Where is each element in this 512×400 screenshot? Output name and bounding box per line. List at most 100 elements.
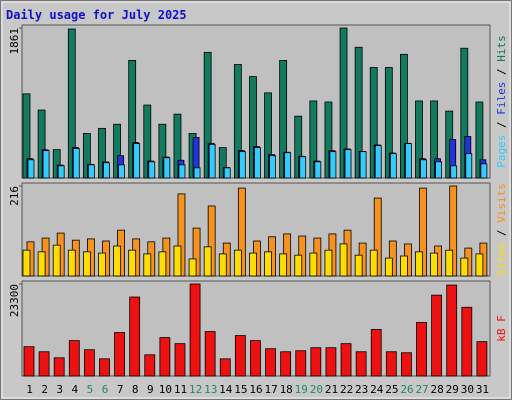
- legend-entry: Pages: [495, 135, 508, 168]
- bar: [369, 67, 378, 179]
- bar: [339, 27, 348, 179]
- bar: [37, 109, 46, 179]
- bar: [369, 249, 378, 277]
- x-tick-label: 30: [461, 383, 474, 396]
- bar: [384, 67, 393, 179]
- chart-title: Daily usage for July 2025: [6, 8, 187, 22]
- bar: [203, 51, 212, 179]
- bar: [430, 100, 439, 179]
- bar: [159, 337, 171, 377]
- bar: [177, 193, 186, 277]
- bar: [233, 64, 242, 179]
- x-tick-label: 14: [219, 383, 233, 396]
- bar: [37, 251, 46, 277]
- bar: [234, 335, 246, 377]
- bar: [359, 151, 367, 179]
- bar: [143, 253, 152, 277]
- bar: [445, 249, 454, 277]
- bar: [98, 127, 106, 179]
- bar: [279, 60, 288, 179]
- bar: [204, 331, 216, 377]
- bar: [144, 354, 156, 377]
- bar: [294, 254, 303, 277]
- x-tick-label: 9: [147, 383, 154, 396]
- bar: [374, 145, 382, 179]
- legend-separator: /: [495, 115, 508, 135]
- bar: [460, 47, 469, 179]
- x-tick-label: 16: [249, 383, 262, 396]
- x-tick-label: 7: [117, 383, 124, 396]
- bar: [237, 187, 246, 277]
- bar: [114, 332, 125, 377]
- bar: [420, 159, 427, 179]
- bar: [173, 245, 182, 277]
- legend-entry: Visits: [495, 183, 508, 223]
- legend-entry: Files: [495, 82, 508, 115]
- bar: [265, 348, 276, 377]
- x-tick-label: 28: [431, 383, 444, 396]
- x-tick-label: 20: [310, 383, 323, 396]
- bar: [158, 251, 167, 277]
- y-tick-label: 23300: [8, 284, 21, 317]
- bar: [354, 254, 363, 277]
- bar: [82, 133, 91, 179]
- x-tick-label: 13: [204, 383, 217, 396]
- bar: [192, 227, 201, 277]
- bar: [299, 156, 307, 179]
- bar: [324, 249, 333, 277]
- bar: [99, 358, 110, 377]
- bar: [128, 249, 137, 277]
- x-tick-label: 25: [385, 383, 398, 396]
- x-tick-label: 24: [370, 383, 384, 396]
- bar: [233, 249, 242, 277]
- legend-entry: Sites: [495, 243, 508, 276]
- bar: [174, 343, 186, 377]
- bar: [113, 245, 121, 277]
- y-tick-label: 216: [8, 186, 21, 206]
- bar: [203, 246, 212, 277]
- x-tick-label: 3: [56, 383, 63, 396]
- bar: [430, 252, 439, 277]
- bar: [208, 144, 216, 179]
- bar: [249, 76, 257, 179]
- bar: [419, 187, 427, 277]
- x-tick-label: 8: [132, 383, 139, 396]
- x-tick-label: 5: [87, 383, 94, 396]
- x-tick-label: 1: [26, 383, 33, 396]
- x-tick-label: 21: [325, 383, 338, 396]
- bar: [218, 253, 227, 277]
- bar: [254, 147, 261, 179]
- bar: [264, 92, 272, 179]
- x-tick-label: 2: [41, 383, 48, 396]
- bar: [22, 249, 31, 277]
- bar: [401, 352, 412, 377]
- bar: [53, 357, 65, 377]
- bar: [269, 155, 276, 179]
- bar: [57, 165, 65, 179]
- bar: [389, 153, 397, 179]
- bar: [68, 340, 80, 377]
- bar: [83, 349, 95, 377]
- legend: Pages / Files / Hits: [495, 35, 508, 168]
- bar: [400, 255, 408, 277]
- bar: [355, 351, 367, 377]
- bar: [52, 149, 61, 179]
- bar: [279, 253, 288, 277]
- bar: [294, 115, 303, 179]
- bar: [475, 253, 484, 277]
- bar: [189, 283, 201, 377]
- x-tick-label: 11: [174, 383, 187, 396]
- bar: [264, 251, 272, 277]
- bar: [370, 329, 382, 377]
- bar: [310, 347, 322, 377]
- bar: [223, 167, 231, 179]
- x-tick-label: 31: [476, 383, 489, 396]
- bar: [143, 104, 152, 179]
- bar: [446, 284, 458, 377]
- bar: [339, 243, 348, 277]
- bar: [148, 161, 156, 179]
- bar: [465, 153, 473, 179]
- bar: [129, 296, 141, 377]
- bar: [22, 93, 31, 179]
